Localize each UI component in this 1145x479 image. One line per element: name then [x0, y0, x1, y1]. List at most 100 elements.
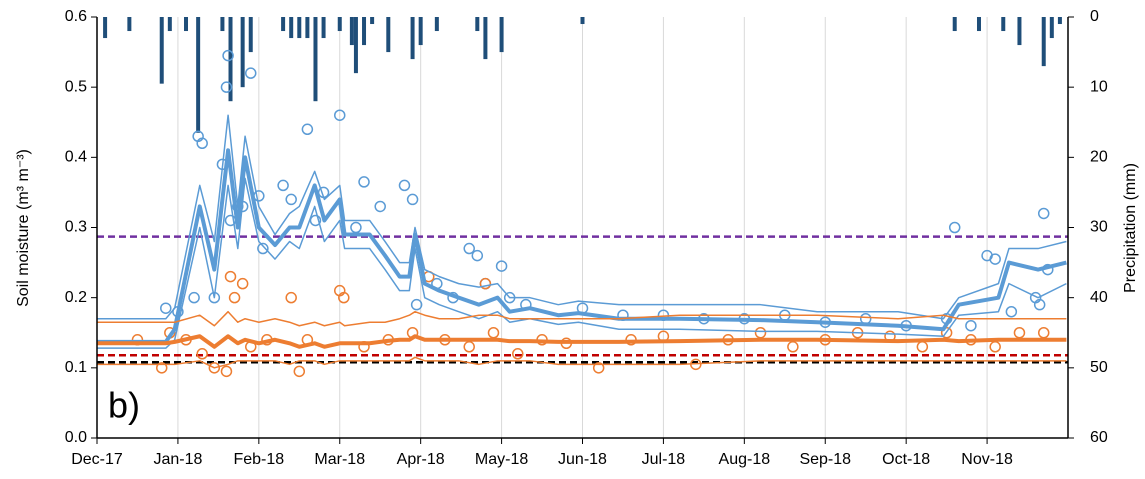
obs-point [285, 291, 297, 304]
obs-point [309, 214, 322, 227]
obs-point [222, 49, 234, 62]
precip-bar [305, 17, 310, 39]
obs-point [487, 327, 500, 339]
y2-tick-label: 10 [1090, 78, 1108, 95]
series-line [97, 310, 1067, 327]
y-tick-label: 0.1 [65, 359, 87, 376]
series-line [97, 114, 1067, 320]
precip-bar [370, 17, 375, 25]
obs-point [495, 260, 508, 272]
obs-point [358, 176, 370, 188]
panel-label: b) [108, 385, 140, 426]
precip-bar [580, 17, 585, 25]
precip-bar [1001, 17, 1006, 32]
x-tick-label: Jan-18 [153, 451, 202, 468]
obs-point [471, 249, 484, 262]
obs-point [916, 341, 929, 353]
obs-point [463, 341, 475, 353]
obs-point [1013, 327, 1026, 339]
y2-tick-label: 20 [1090, 149, 1108, 166]
x-tick-label: Jul-18 [642, 451, 686, 468]
precip-bar [362, 17, 367, 46]
precip-bar [1017, 17, 1022, 46]
obs-point [398, 179, 411, 192]
precip-bar [483, 17, 488, 60]
y2-tick-label: 60 [1090, 429, 1108, 446]
precip-bar [240, 17, 245, 88]
y-axis-label: Soil moisture (m³ m⁻³) [15, 149, 32, 307]
x-tick-label: Apr-18 [397, 451, 445, 468]
obs-point [224, 270, 237, 283]
obs-point [1037, 327, 1050, 339]
x-tick-label: Oct-18 [882, 451, 930, 468]
precip-bar [167, 17, 172, 32]
x-tick-label: Jun-18 [558, 451, 607, 468]
obs-point [160, 302, 172, 314]
obs-point [787, 341, 799, 353]
y2-tick-label: 50 [1090, 359, 1108, 376]
precip-bar [418, 17, 423, 46]
precip-bar [410, 17, 415, 60]
x-tick-label: Nov-18 [961, 451, 1013, 468]
obs-point [293, 365, 306, 378]
y-tick-label: 0.6 [65, 8, 87, 25]
precip-bar [289, 17, 294, 39]
y2-tick-label: 0 [1090, 8, 1099, 25]
precip-bar [434, 17, 439, 32]
obs-point [220, 365, 233, 378]
series-line [97, 148, 1067, 344]
obs-point [196, 137, 208, 150]
obs-point [350, 221, 362, 234]
series-line [97, 334, 1067, 349]
obs-point [410, 298, 423, 311]
obs-point [244, 67, 257, 79]
obs-point [965, 319, 977, 332]
series-line [97, 177, 1067, 349]
obs-point [208, 362, 221, 374]
obs-point [188, 291, 200, 304]
precip-bar [196, 17, 201, 133]
obs-point [374, 200, 386, 213]
obs-point [754, 327, 767, 339]
precip-bar [1041, 17, 1046, 67]
precip-bar [220, 17, 225, 32]
x-tick-label: Sep-18 [799, 451, 851, 468]
obs-point [155, 362, 168, 374]
precip-bar [103, 17, 108, 39]
precip-bar [499, 17, 504, 53]
obs-point [1005, 305, 1018, 318]
x-tick-label: Aug-18 [719, 451, 771, 468]
precip-bar [475, 17, 480, 32]
obs-point [1037, 207, 1050, 220]
y-tick-label: 0.3 [65, 219, 87, 236]
obs-point [989, 253, 1001, 265]
precip-bar [353, 17, 358, 74]
y-tick-label: 0.0 [65, 429, 87, 446]
precip-bar [159, 17, 164, 84]
precip-bar [313, 17, 318, 102]
x-tick-label: Mar-18 [314, 451, 365, 468]
precip-bar [297, 17, 302, 39]
obs-point [406, 193, 419, 206]
obs-point [592, 362, 605, 374]
obs-point [236, 277, 249, 290]
obs-point [334, 109, 346, 121]
obs-point [277, 179, 289, 192]
precip-bar [952, 17, 957, 32]
precip-bar [386, 17, 391, 53]
y2-tick-label: 40 [1090, 289, 1108, 306]
series-line [97, 356, 1067, 369]
y-tick-label: 0.2 [65, 289, 87, 306]
obs-point [285, 193, 297, 206]
precip-bar [349, 17, 354, 46]
obs-point [1033, 298, 1046, 311]
obs-point [463, 242, 475, 255]
obs-point [948, 221, 961, 234]
obs-point [989, 341, 1001, 353]
obs-point [301, 123, 314, 136]
precip-bar [1049, 17, 1054, 39]
y-tick-label: 0.5 [65, 78, 87, 95]
precip-bar [337, 17, 342, 32]
precip-bar [1057, 17, 1062, 25]
